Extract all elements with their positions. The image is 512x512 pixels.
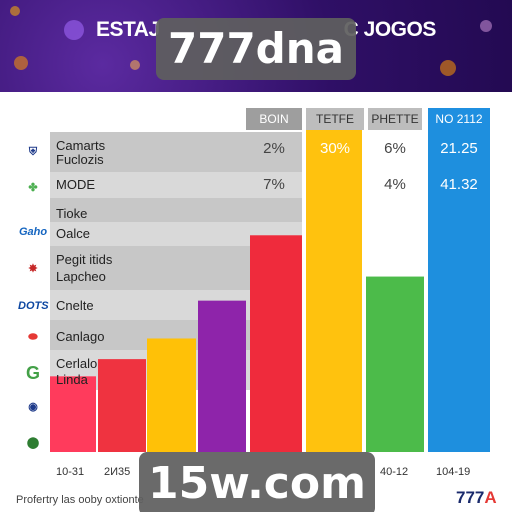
wordmark-logo-icon: DOTS (18, 300, 49, 312)
column-header-4: NO 2112 (428, 108, 490, 130)
value-cell: 41.32 (440, 176, 478, 193)
bar-6 (306, 130, 362, 452)
bar-2 (98, 359, 146, 452)
category-label: Oalce (56, 226, 90, 241)
header-title: ESTAJ C JOGOS (96, 18, 436, 42)
bar-8 (428, 130, 490, 452)
value-cell: 6% (384, 140, 406, 157)
value-cell: 21.25 (440, 140, 478, 157)
x-tick-label: 104-19 (436, 466, 471, 478)
x-tick-label: 10-31 (56, 466, 85, 478)
category-label: Cnelte (56, 298, 94, 313)
bokeh-dot (64, 20, 84, 40)
bokeh-dot (14, 56, 28, 70)
bar-7 (366, 276, 424, 452)
shield-logo-icon: ⛨ (28, 146, 38, 158)
bar-3 (147, 338, 196, 452)
column-header-3: PHETTE (368, 108, 422, 130)
bokeh-dot (10, 6, 20, 16)
bokeh-dot (480, 20, 492, 32)
script-logo-icon: Gaho (18, 226, 48, 238)
chart-row-band (50, 198, 302, 222)
footer-logo-accent: A (484, 488, 497, 507)
mascot-logo-icon: ✤ (28, 182, 38, 194)
column-header-2: TETFE (306, 108, 364, 130)
category-label: Linda (56, 372, 88, 387)
swoosh-logo-icon: G (25, 363, 40, 383)
header-title-right: C JOGOS (343, 18, 437, 41)
column-header-1: BOIN (246, 108, 302, 130)
category-label: Cerlalo (56, 356, 98, 371)
chart-row-band (50, 132, 302, 172)
category-label: Canlago (56, 329, 105, 344)
bar-5 (250, 235, 302, 452)
category-label: Lapcheo (56, 269, 106, 284)
category-label: Fuclozis (56, 152, 104, 167)
ball-logo-icon: ⬤ (26, 437, 40, 449)
footer-note: Profertry las ooby oxtionte (16, 494, 144, 506)
bar-4 (198, 300, 246, 452)
category-label: Tioke (56, 206, 88, 221)
category-label: Pegit itids (56, 252, 113, 267)
globe-logo-icon: ◉ (28, 401, 38, 413)
bokeh-dot (130, 60, 140, 70)
bar-1 (50, 376, 96, 452)
value-cell: 30% (319, 140, 351, 157)
watermark-overlay-bottom: 15w.com (139, 452, 375, 512)
footer-logo-main: 777 (456, 488, 485, 507)
category-label: MODE (56, 177, 95, 192)
x-tick-label: 2И35 (104, 466, 131, 478)
badge-logo-icon: ⬬ (28, 331, 38, 343)
value-cell: 2% (263, 140, 285, 157)
category-label: Camarts (56, 138, 106, 153)
value-cell: 4% (384, 176, 406, 193)
x-tick-label: 40-12 (380, 466, 409, 478)
header-title-left: ESTAJ (96, 18, 160, 41)
crest-logo-icon: ✸ (28, 263, 38, 275)
chart-row-band (50, 172, 302, 198)
footer-logo: 777A (456, 488, 497, 508)
watermark-overlay-top: 777dna (156, 18, 356, 80)
bokeh-dot (440, 60, 456, 76)
value-cell: 7% (263, 176, 285, 193)
